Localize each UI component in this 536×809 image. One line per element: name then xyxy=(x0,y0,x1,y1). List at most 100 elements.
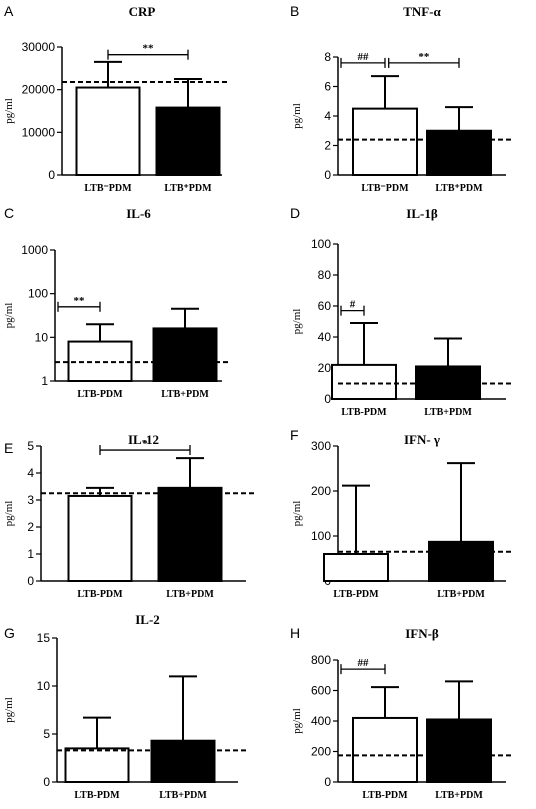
chart-panel-h: H IFN-β 0 200 400 600 800 pg/ml LTB-PDM LTB+PDM ## xyxy=(290,625,514,801)
chart-title: IL-1β xyxy=(406,206,438,221)
y-tick-label: 10 xyxy=(35,330,49,344)
chart-title: IFN-β xyxy=(405,626,439,641)
x-tick-label: LTB⁻PDM xyxy=(84,183,132,194)
y-tick-label: 0 xyxy=(324,392,331,406)
chart-panel-b: B TNF-α 0 2 4 6 8 pg/ml LTB⁻PDM LTB⁺PDM ## ** xyxy=(290,3,514,194)
bar-ltbnegpdm xyxy=(64,747,130,784)
bar-ltbnegpdm xyxy=(323,553,389,582)
chart-title: CRP xyxy=(129,4,156,19)
bar-ltbpospdm xyxy=(150,739,216,783)
x-tick-label: LTB+PDM xyxy=(424,407,472,418)
panel-letter: A xyxy=(4,3,14,19)
significance-label: ## xyxy=(358,51,370,63)
y-tick-label: 0 xyxy=(48,168,55,182)
panel-letter: F xyxy=(290,427,299,443)
y-tick-label: 5 xyxy=(27,439,34,453)
y-tick-label: 200 xyxy=(311,484,331,498)
y-axis-label: pg/ml xyxy=(3,697,15,723)
bar-ltbnegpdm xyxy=(352,716,418,784)
chart-panel-c: C IL-6 1 10 100 1000 pg/ml LTB-PDM LTB+PDM ** xyxy=(3,205,230,400)
bar-ltbpospdm xyxy=(426,718,492,783)
y-tick-label: 100 xyxy=(28,287,48,301)
y-tick-label: 400 xyxy=(311,714,331,728)
panel-letter: H xyxy=(290,625,300,641)
bar-ltbnegpdm xyxy=(331,363,397,400)
y-axis-label: pg/ml xyxy=(3,98,15,124)
y-tick-label: 2 xyxy=(27,520,34,534)
panel-letter: G xyxy=(4,625,15,641)
bar-ltbpospdm xyxy=(155,106,221,176)
y-tick-label: 1 xyxy=(27,547,34,561)
chart-panel-g: G IL-2 0 5 10 15 pg/ml LTB-PDM LTB+PDM xyxy=(3,612,246,801)
y-tick-label: 0 xyxy=(27,574,34,588)
significance-label: ** xyxy=(74,295,86,307)
y-tick-label: 10000 xyxy=(22,125,56,139)
x-tick-label: LTB-PDM xyxy=(341,407,387,418)
y-tick-label: 0 xyxy=(324,775,331,789)
y-tick-label: 0 xyxy=(324,168,331,182)
x-tick-label: LTB+PDM xyxy=(159,790,207,801)
y-tick-label: 200 xyxy=(311,745,331,759)
y-tick-label: 4 xyxy=(324,109,331,123)
y-tick-label: 80 xyxy=(318,268,332,282)
x-tick-label: LTB+PDM xyxy=(161,389,209,400)
bar-ltbpospdm xyxy=(157,486,223,583)
x-tick-label: LTB-PDM xyxy=(77,589,123,600)
y-tick-label: 20 xyxy=(318,361,332,375)
chart-title: IL-6 xyxy=(126,206,151,221)
bar-ltbnegpdm xyxy=(352,107,418,176)
chart-title: IL-2 xyxy=(135,612,160,627)
chart-title: TNF-α xyxy=(403,4,441,19)
y-tick-label: 5 xyxy=(43,727,50,741)
bar-ltbnegpdm xyxy=(67,494,133,583)
y-tick-label: 4 xyxy=(27,466,34,480)
x-tick-label: LTB⁻PDM xyxy=(361,183,409,194)
x-tick-label: LTB-PDM xyxy=(362,790,408,801)
significance-label: ## xyxy=(358,657,370,669)
chart-panel-a: A CRP 0 10000 20000 30000 pg/ml LTB⁻PDM LTB⁺PDM *… xyxy=(3,3,230,194)
y-tick-label: 600 xyxy=(311,684,331,698)
panel-letter: D xyxy=(290,205,300,221)
y-tick-label: 60 xyxy=(318,299,332,313)
chart-title: IL-12 xyxy=(128,432,159,447)
x-tick-label: LTB+PDM xyxy=(166,589,214,600)
y-tick-label: 15 xyxy=(37,631,51,645)
chart-panel-d: D IL-1β 0 20 40 60 80 100 pg/ml LTB-PDM LTB+PDM # xyxy=(290,205,514,418)
chart-panel-e: E IL-12 0 1 2 3 4 5 pg/ml LTB-PDM LTB+PDM * xyxy=(3,432,254,600)
y-tick-label: 10 xyxy=(37,679,51,693)
y-axis-label: pg/ml xyxy=(291,501,303,527)
y-axis-label: pg/ml xyxy=(291,309,303,335)
bar-ltbpospdm xyxy=(426,129,492,176)
y-tick-label: 100 xyxy=(311,529,331,543)
y-tick-label: 20000 xyxy=(22,83,56,97)
significance-label: * xyxy=(142,438,148,450)
y-tick-label: 800 xyxy=(311,653,331,667)
y-tick-label: 1 xyxy=(41,374,48,388)
y-tick-label: 30000 xyxy=(22,40,56,54)
y-axis-label: pg/ml xyxy=(3,501,15,527)
x-tick-label: LTB⁺PDM xyxy=(164,183,212,194)
x-tick-label: LTB-PDM xyxy=(333,589,379,600)
y-tick-label: 8 xyxy=(324,50,331,64)
y-tick-label: 100 xyxy=(311,237,331,251)
x-tick-label: LTB⁺PDM xyxy=(435,183,483,194)
y-tick-label: 0 xyxy=(43,775,50,789)
x-tick-label: LTB-PDM xyxy=(77,389,123,400)
y-tick-label: 2 xyxy=(324,139,331,153)
significance-label: # xyxy=(350,299,356,311)
panel-letter: E xyxy=(4,440,13,456)
y-tick-label: 1000 xyxy=(21,243,48,257)
y-axis-label: pg/ml xyxy=(3,303,15,329)
y-axis-label: pg/ml xyxy=(291,708,303,734)
bar-ltbnegpdm xyxy=(75,86,141,176)
x-tick-label: LTB-PDM xyxy=(74,790,120,801)
chart-title: IFN- γ xyxy=(404,432,440,447)
y-tick-label: 40 xyxy=(318,330,332,344)
y-tick-label: 6 xyxy=(324,80,331,94)
panel-letter: B xyxy=(290,3,299,19)
y-tick-label: 300 xyxy=(311,439,331,453)
y-tick-label: 3 xyxy=(27,493,34,507)
y-axis-label: pg/ml xyxy=(291,103,303,129)
